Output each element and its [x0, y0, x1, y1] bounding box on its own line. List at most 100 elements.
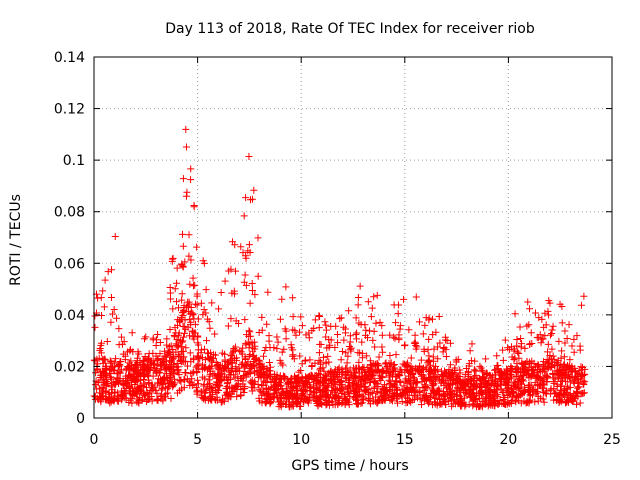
- data-point: [552, 388, 560, 396]
- data-point: [143, 384, 151, 392]
- data-point: [331, 380, 339, 388]
- data-point: [304, 373, 312, 381]
- data-point: [518, 340, 526, 348]
- data-point: [214, 371, 222, 379]
- data-point: [174, 304, 182, 312]
- data-point: [240, 212, 248, 220]
- data-point: [165, 343, 173, 351]
- data-point: [395, 334, 403, 342]
- data-point: [568, 366, 576, 374]
- data-point: [177, 348, 185, 356]
- data-point: [176, 352, 184, 360]
- data-point: [199, 394, 207, 402]
- data-point: [405, 388, 413, 396]
- data-point: [128, 329, 136, 337]
- data-point: [176, 356, 184, 364]
- data-point: [363, 352, 371, 360]
- data-point: [96, 394, 104, 402]
- data-point: [260, 369, 268, 377]
- data-point: [200, 306, 208, 314]
- data-point: [551, 375, 559, 383]
- data-point: [217, 398, 225, 406]
- data-point: [453, 373, 461, 381]
- data-point: [228, 384, 236, 392]
- data-point: [573, 332, 581, 340]
- data-point: [315, 349, 323, 357]
- data-point: [415, 318, 423, 326]
- data-point: [235, 320, 243, 328]
- data-point: [186, 332, 194, 340]
- x-tick-label: 15: [396, 432, 414, 448]
- data-point: [335, 364, 343, 372]
- data-point: [171, 379, 179, 387]
- data-point: [436, 339, 444, 347]
- data-point: [432, 328, 440, 336]
- data-point: [246, 249, 254, 257]
- data-point: [435, 312, 443, 320]
- data-point: [376, 389, 384, 397]
- data-point: [369, 389, 377, 397]
- data-point: [224, 379, 232, 387]
- data-point: [193, 362, 201, 370]
- data-point: [489, 392, 497, 400]
- data-point: [545, 297, 553, 305]
- data-point: [390, 360, 398, 368]
- data-point: [372, 360, 380, 368]
- data-point: [392, 319, 400, 327]
- data-point: [140, 335, 148, 343]
- data-point: [244, 370, 252, 378]
- data-point: [116, 361, 124, 369]
- data-point: [562, 368, 570, 376]
- data-point: [556, 300, 564, 308]
- data-point: [254, 373, 262, 381]
- data-point: [325, 335, 333, 343]
- data-point: [358, 338, 366, 346]
- data-point: [345, 343, 353, 351]
- data-point: [200, 259, 208, 267]
- data-point: [547, 385, 555, 393]
- data-point: [337, 385, 345, 393]
- data-point: [537, 339, 545, 347]
- data-point: [576, 399, 584, 407]
- data-point: [323, 383, 331, 391]
- data-point: [102, 387, 110, 395]
- data-point: [108, 363, 116, 371]
- data-point: [545, 311, 553, 319]
- data-point: [276, 315, 284, 323]
- data-point: [189, 282, 197, 290]
- data-point: [400, 295, 408, 303]
- data-point: [368, 374, 376, 382]
- data-point: [168, 367, 176, 375]
- data-point: [232, 363, 240, 371]
- data-point: [577, 301, 585, 309]
- data-point: [482, 380, 490, 388]
- data-point: [255, 329, 263, 337]
- data-point: [218, 349, 226, 357]
- data-point: [266, 393, 274, 401]
- data-point: [556, 391, 564, 399]
- data-point: [117, 333, 125, 341]
- data-point: [549, 352, 557, 360]
- data-point: [103, 371, 111, 379]
- data-point: [288, 352, 296, 360]
- data-point: [455, 377, 463, 385]
- data-point: [482, 355, 490, 363]
- data-point: [154, 397, 162, 405]
- data-point: [566, 391, 574, 399]
- data-point: [378, 322, 386, 330]
- data-point: [204, 349, 212, 357]
- data-point: [476, 388, 484, 396]
- data-point: [529, 371, 537, 379]
- data-point: [468, 340, 476, 348]
- data-point: [323, 344, 331, 352]
- data-point: [141, 380, 149, 388]
- data-point: [563, 398, 571, 406]
- data-point: [425, 358, 433, 366]
- data-point: [283, 380, 291, 388]
- data-point: [419, 384, 427, 392]
- data-point: [322, 326, 330, 334]
- data-point: [333, 330, 341, 338]
- data-point: [570, 348, 578, 356]
- data-point: [359, 378, 367, 386]
- data-point: [434, 343, 442, 351]
